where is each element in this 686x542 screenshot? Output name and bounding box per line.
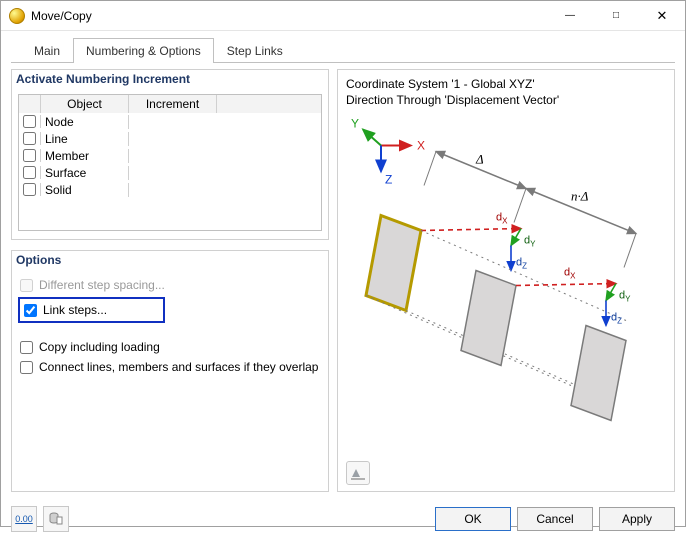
options-title: Options	[12, 251, 328, 271]
maximize-button[interactable]: □	[593, 1, 639, 31]
axis-y-label: Y	[351, 117, 359, 131]
col-object: Object	[41, 95, 129, 113]
table-row: Surface	[19, 164, 321, 181]
checkbox-connect[interactable]	[20, 361, 33, 374]
footer-db-icon[interactable]	[43, 506, 69, 532]
checkbox-surface[interactable]	[23, 166, 36, 179]
row-member-label: Member	[41, 149, 129, 163]
label-dx2: dX	[564, 267, 576, 281]
checkbox-diff-step	[20, 279, 33, 292]
checkbox-copy-loading[interactable]	[20, 341, 33, 354]
app-icon	[9, 8, 25, 24]
footer-precision-icon[interactable]: 0.00	[11, 506, 37, 532]
label-dy1: dY	[524, 235, 536, 249]
table-row: Line	[19, 130, 321, 147]
label-ndelta: n·Δ	[571, 189, 589, 204]
preview-direction: Direction Through 'Displacement Vector'	[346, 92, 666, 108]
label-connect: Connect lines, members and surfaces if t…	[39, 360, 318, 374]
tab-main[interactable]: Main	[21, 38, 73, 63]
checkbox-line[interactable]	[23, 132, 36, 145]
close-button[interactable]: ✕	[639, 1, 685, 31]
checkbox-link-steps[interactable]	[24, 304, 37, 317]
label-dy2: dY	[619, 290, 631, 304]
preview-coordsys: Coordinate System '1 - Global XYZ'	[346, 76, 666, 92]
label-link-steps: Link steps...	[43, 303, 107, 317]
cancel-button[interactable]: Cancel	[517, 507, 593, 531]
table-row: Member	[19, 147, 321, 164]
tab-bar: Main Numbering & Options Step Links	[11, 37, 675, 63]
label-copy-loading: Copy including loading	[39, 340, 160, 354]
col-increment: Increment	[129, 95, 217, 113]
dimension-style-icon[interactable]	[346, 461, 370, 485]
tab-step-links[interactable]: Step Links	[214, 38, 296, 63]
checkbox-member[interactable]	[23, 149, 36, 162]
preview-diagram: X Y Z Δ n·Δ	[346, 114, 666, 457]
tab-numbering-options[interactable]: Numbering & Options	[73, 38, 214, 63]
label-dz2: dZ	[611, 312, 622, 326]
highlight-link-steps: Link steps...	[18, 297, 165, 323]
label-dz1: dZ	[516, 257, 527, 271]
table-row: Solid	[19, 181, 321, 198]
row-solid-label: Solid	[41, 183, 129, 197]
minimize-button[interactable]: —	[547, 1, 593, 31]
numbering-table: Object Increment Node Line	[18, 94, 322, 231]
table-row: Node	[19, 113, 321, 130]
ok-button[interactable]: OK	[435, 507, 511, 531]
window-title: Move/Copy	[31, 9, 92, 23]
apply-button[interactable]: Apply	[599, 507, 675, 531]
axis-x-label: X	[417, 139, 425, 153]
checkbox-solid[interactable]	[23, 183, 36, 196]
label-dx1: dX	[496, 212, 508, 226]
numbering-title: Activate Numbering Increment	[12, 70, 328, 90]
row-node-label: Node	[41, 115, 129, 129]
row-surface-label: Surface	[41, 166, 129, 180]
label-delta: Δ	[475, 152, 484, 167]
checkbox-node[interactable]	[23, 115, 36, 128]
label-diff-step: Different step spacing...	[39, 278, 165, 292]
axis-z-label: Z	[385, 173, 392, 187]
row-line-label: Line	[41, 132, 129, 146]
